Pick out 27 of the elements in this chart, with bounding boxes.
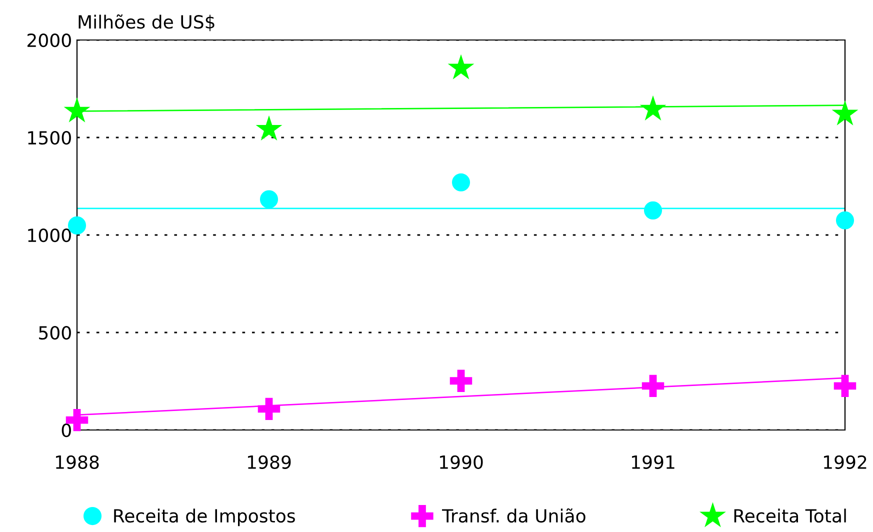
point (834, 374, 856, 398)
x-tick-label: 1992 (824, 455, 866, 469)
y-tick-label: 1500 (28, 130, 71, 145)
y-tick-label: 500 (39, 326, 71, 340)
point (640, 95, 666, 120)
x-tick-label: 1989 (248, 455, 291, 469)
x-tick-label: 1990 (440, 455, 483, 469)
point (644, 201, 662, 220)
point (832, 100, 858, 126)
legend-label: Transf. da União (442, 508, 586, 523)
point (448, 54, 474, 80)
point (258, 398, 280, 420)
legend-label: Receita de Impostos (114, 508, 295, 526)
point (64, 97, 90, 122)
point (836, 211, 854, 230)
point (452, 173, 470, 192)
x-tick-label: 1988 (56, 455, 99, 469)
point (256, 115, 282, 141)
x-tick-label: 1991 (632, 455, 674, 469)
point (450, 370, 472, 392)
point (260, 190, 278, 208)
y-tick-label: 0 (62, 423, 71, 438)
legend-label: Receita Total (734, 508, 846, 523)
y-axis-title: Milhões de US$ (78, 14, 214, 32)
point (642, 374, 664, 398)
y-tick-label: 1000 (28, 228, 71, 242)
y-tick-label: 2000 (28, 33, 71, 48)
